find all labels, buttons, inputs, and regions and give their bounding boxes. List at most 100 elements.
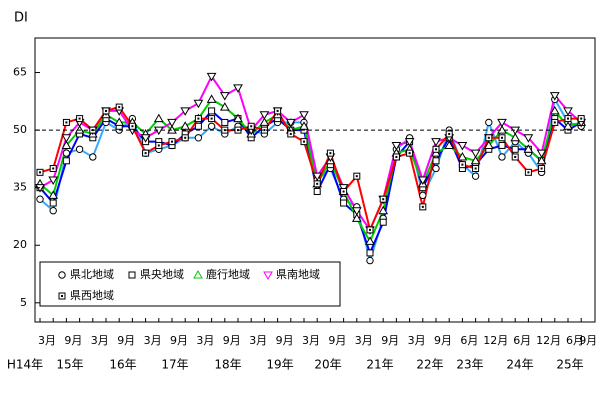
point <box>472 164 480 172</box>
y-tick-label: 50 <box>13 123 27 136</box>
point-dot <box>276 109 279 112</box>
point-dot <box>105 109 107 112</box>
x-tick-label: 9月 <box>381 334 399 347</box>
point <box>511 153 519 161</box>
point <box>128 122 136 130</box>
point-dot <box>421 205 424 208</box>
point-dot <box>355 175 358 178</box>
point-dot <box>52 167 55 170</box>
point <box>219 102 230 111</box>
point <box>193 99 204 109</box>
point <box>194 134 203 142</box>
point <box>153 113 164 123</box>
point <box>523 134 534 143</box>
point-dot <box>197 117 200 120</box>
point <box>536 155 547 165</box>
point <box>58 292 66 300</box>
point <box>208 107 216 115</box>
point <box>74 125 85 134</box>
point-dot <box>514 155 517 158</box>
point-dot <box>65 121 68 124</box>
x-tick-label: 9月 <box>579 334 597 347</box>
y-tick-label: 5 <box>20 296 27 309</box>
point-dot <box>289 132 292 135</box>
point <box>274 107 282 115</box>
point <box>497 125 507 134</box>
point-dot <box>527 171 530 174</box>
point <box>58 271 66 279</box>
x-tick-label: 12月 <box>483 334 508 347</box>
x-tick-label: 3月 <box>355 334 373 347</box>
point-dot <box>395 155 398 158</box>
x-tick-label: 3月 <box>196 334 214 347</box>
point-dot <box>567 117 569 120</box>
point-dot <box>448 132 451 135</box>
legend-label: 鹿行地域 <box>206 267 250 281</box>
point <box>206 72 217 82</box>
point <box>140 134 151 143</box>
point-dot <box>474 167 477 170</box>
x-tick-label: 9月 <box>117 334 135 347</box>
x-year-label: 18年 <box>214 358 241 372</box>
point-dot <box>461 163 464 166</box>
point <box>366 256 374 265</box>
point <box>458 161 466 169</box>
point <box>470 155 481 165</box>
point-dot <box>171 140 173 143</box>
x-tick-label: 6月 <box>460 334 478 347</box>
point <box>219 92 230 101</box>
point <box>563 121 573 130</box>
point <box>577 115 585 123</box>
point <box>485 134 493 142</box>
point <box>312 172 323 182</box>
point <box>340 188 348 196</box>
point <box>498 141 506 149</box>
point-dot <box>250 125 253 128</box>
point <box>299 111 309 120</box>
point <box>511 145 519 153</box>
point <box>419 203 427 211</box>
point <box>551 118 559 126</box>
point <box>155 141 163 149</box>
point-dot <box>263 129 266 132</box>
x-year-label: 22年 <box>416 358 443 372</box>
x-tick-label: 3月 <box>144 334 162 347</box>
point <box>366 249 374 257</box>
point-dot <box>553 121 556 124</box>
point <box>233 113 243 123</box>
point <box>259 117 270 126</box>
point <box>49 207 57 215</box>
x-tick-label: 3月 <box>91 334 109 347</box>
y-tick-label: 20 <box>13 238 27 251</box>
lines <box>35 72 587 265</box>
point <box>563 107 573 116</box>
point <box>180 107 191 116</box>
point <box>168 138 176 146</box>
x-year-label: 21年 <box>366 358 393 372</box>
point <box>392 153 400 161</box>
point <box>61 134 72 143</box>
point-dot <box>39 171 41 174</box>
point-dot <box>184 136 187 139</box>
y-axis-label: DI <box>14 11 28 26</box>
x-tick-label: 9月 <box>276 334 294 347</box>
point <box>49 164 57 172</box>
x-year-label: 19年 <box>266 358 293 372</box>
point-dot <box>144 152 147 155</box>
point <box>471 172 480 180</box>
x-tick-label: 3月 <box>302 334 320 347</box>
point-dot <box>487 136 490 139</box>
point <box>432 164 440 173</box>
point <box>114 117 125 126</box>
point <box>419 191 427 200</box>
point <box>379 218 387 226</box>
x-tick-label: 9月 <box>328 334 346 347</box>
point <box>300 138 308 146</box>
point <box>353 172 361 180</box>
point <box>194 115 202 123</box>
point <box>444 140 455 149</box>
point <box>391 141 402 151</box>
point <box>233 84 243 93</box>
x-tick-label: 6月 <box>513 334 531 347</box>
x-year-label: 25年 <box>556 358 583 372</box>
